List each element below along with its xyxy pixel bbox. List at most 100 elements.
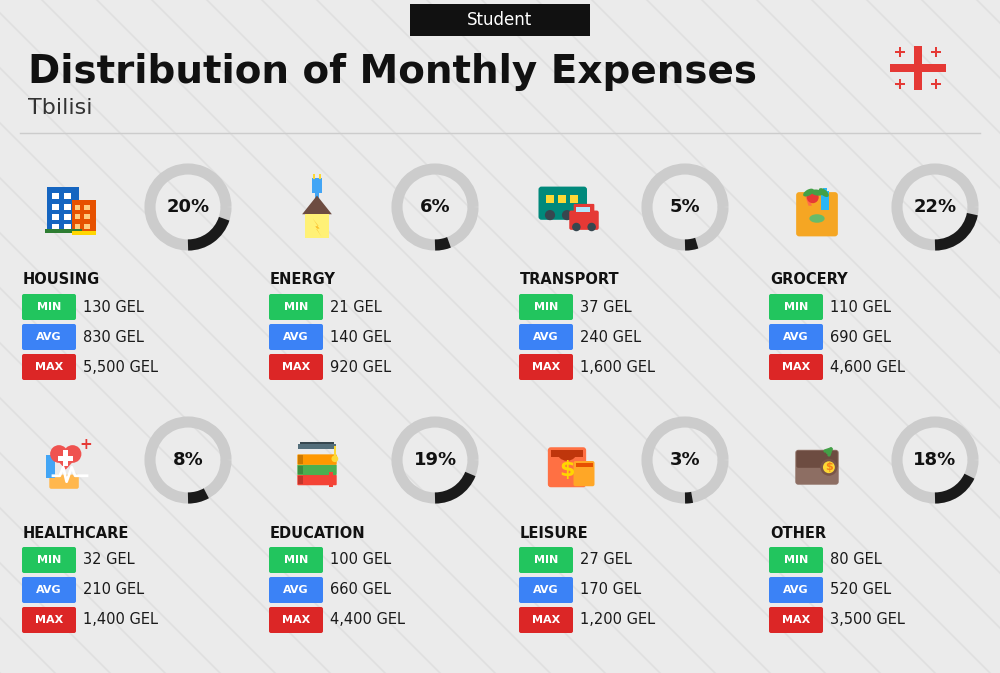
Text: MIN: MIN [37,302,61,312]
FancyBboxPatch shape [796,451,838,468]
FancyBboxPatch shape [569,211,599,230]
Text: OTHER: OTHER [770,526,826,540]
Text: 8%: 8% [173,451,203,469]
FancyBboxPatch shape [519,577,573,603]
Bar [576,207,590,212]
Bar [935,47,937,57]
Text: $: $ [559,460,575,480]
Text: 6%: 6% [420,198,450,216]
Bar [899,79,901,89]
Bar [935,79,937,89]
Text: 5,500 GEL: 5,500 GEL [83,359,158,374]
Text: 37 GEL: 37 GEL [580,299,632,314]
Bar [551,450,583,457]
FancyBboxPatch shape [769,354,823,380]
Text: LEISURE: LEISURE [520,526,589,540]
Circle shape [562,210,572,220]
Bar [313,174,315,180]
Text: 21 GEL: 21 GEL [330,299,382,314]
FancyBboxPatch shape [796,192,838,236]
Bar [52,193,59,199]
Text: 830 GEL: 830 GEL [83,330,144,345]
Text: 22%: 22% [913,198,957,216]
Bar [84,214,90,219]
Text: $: $ [825,462,833,472]
Polygon shape [302,196,332,214]
Text: AVG: AVG [783,585,809,595]
Bar [823,188,827,192]
FancyBboxPatch shape [519,354,573,380]
Bar [72,231,96,235]
FancyBboxPatch shape [72,200,96,234]
Bar [63,450,68,466]
Text: AVG: AVG [36,585,62,595]
Text: Student: Student [467,11,533,29]
FancyBboxPatch shape [795,450,839,485]
Text: 5%: 5% [670,198,700,216]
Text: 80 GEL: 80 GEL [830,553,882,567]
Text: 210 GEL: 210 GEL [83,583,144,598]
Text: MAX: MAX [782,615,810,625]
Text: MIN: MIN [534,555,558,565]
FancyBboxPatch shape [548,448,586,487]
Text: 18%: 18% [913,451,957,469]
Text: 130 GEL: 130 GEL [83,299,144,314]
FancyBboxPatch shape [769,324,823,350]
Text: 1,600 GEL: 1,600 GEL [580,359,655,374]
Bar [899,47,901,57]
Circle shape [587,223,596,232]
Circle shape [50,445,68,463]
Bar [300,441,334,448]
Bar [84,223,90,229]
Text: MIN: MIN [534,302,558,312]
Text: MIN: MIN [784,302,808,312]
Bar [931,51,941,53]
Circle shape [331,456,338,462]
FancyBboxPatch shape [22,547,76,573]
FancyBboxPatch shape [519,547,573,573]
Text: 20%: 20% [166,198,210,216]
Bar [931,83,941,85]
Text: 240 GEL: 240 GEL [580,330,641,345]
Bar [64,224,71,230]
Text: Distribution of Monthly Expenses: Distribution of Monthly Expenses [28,53,757,91]
Bar [64,204,71,209]
Text: 27 GEL: 27 GEL [580,553,632,567]
Circle shape [545,210,555,220]
Text: 170 GEL: 170 GEL [580,583,641,598]
Text: MAX: MAX [282,615,310,625]
Bar [305,214,329,238]
Bar [890,64,946,72]
Text: MIN: MIN [784,555,808,565]
FancyBboxPatch shape [519,294,573,320]
Text: HEALTHCARE: HEALTHCARE [23,526,129,540]
Circle shape [807,191,819,203]
Polygon shape [52,455,79,470]
Text: 3%: 3% [670,451,700,469]
FancyBboxPatch shape [22,607,76,633]
Text: AVG: AVG [283,585,309,595]
Text: MIN: MIN [284,302,308,312]
FancyBboxPatch shape [519,324,573,350]
Text: MIN: MIN [284,555,308,565]
Ellipse shape [809,214,825,223]
FancyBboxPatch shape [297,474,337,485]
Circle shape [823,461,835,473]
Text: MAX: MAX [532,362,560,372]
Text: MAX: MAX [782,362,810,372]
FancyBboxPatch shape [574,461,594,487]
Bar [298,444,336,450]
FancyBboxPatch shape [769,294,823,320]
Bar [329,472,333,487]
Ellipse shape [803,188,814,197]
Bar [298,476,303,485]
Text: MIN: MIN [37,555,61,565]
Text: 100 GEL: 100 GEL [330,553,391,567]
Text: 1,200 GEL: 1,200 GEL [580,612,655,627]
Bar [312,178,322,193]
Text: AVG: AVG [36,332,62,342]
FancyBboxPatch shape [269,547,323,573]
Bar [319,174,321,180]
Polygon shape [313,219,321,236]
FancyBboxPatch shape [22,354,76,380]
